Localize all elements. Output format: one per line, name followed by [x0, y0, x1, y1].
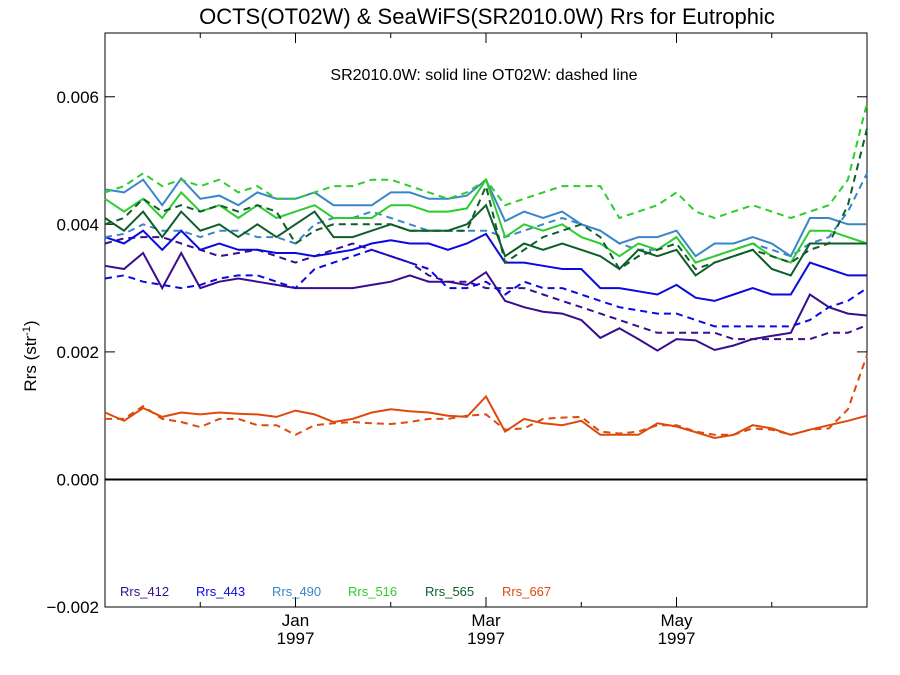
series-line-dashed-rrs-516	[104, 102, 868, 220]
legend-item-rrs-516: Rrs_516	[348, 584, 397, 599]
x-tick-label-year: 1997	[658, 629, 696, 648]
y-tick-label: 0.004	[56, 215, 99, 234]
series-line-solid-rrs-667	[104, 394, 868, 440]
y-tick-label: 0.006	[56, 88, 99, 107]
series-line-solid-rrs-565	[104, 203, 867, 277]
x-tick-label-year: 1997	[467, 629, 505, 648]
legend-item-rrs-667: Rrs_667	[502, 584, 551, 599]
series-line-dashed-rrs-667	[105, 354, 868, 436]
series-line-solid-rrs-516	[104, 177, 868, 264]
y-axis-label-suffix: )	[21, 320, 40, 326]
plot-area: −0.0020.0000.0020.0040.006Jan1997Mar1997…	[47, 32, 868, 648]
chart-title: OCTS(OT02W) & SeaWiFS(SR2010.0W) Rrs for…	[199, 4, 775, 29]
legend-item-rrs-565: Rrs_565	[425, 584, 474, 599]
plot-frame	[104, 32, 868, 608]
y-axis-label-text: Rrs (str	[21, 336, 40, 392]
y-tick-label: 0.002	[56, 343, 99, 362]
y-tick-label: −0.002	[47, 598, 99, 617]
legend: Rrs_412 Rrs_443 Rrs_490 Rrs_516 Rrs_565 Rrs_6…	[120, 584, 551, 599]
series-line-dashed-rrs-565	[104, 128, 868, 271]
series-line-solid-rrs-412	[104, 250, 868, 352]
x-tick-label-month: May	[660, 611, 693, 630]
series-line-dashed-rrs-412	[104, 236, 868, 341]
y-tick-label: 0.000	[56, 470, 99, 489]
x-tick-label-month: Jan	[282, 611, 309, 630]
line-style-note: SR2010.0W: solid line OT02W: dashed line	[330, 67, 637, 84]
legend-item-rrs-490: Rrs_490	[272, 584, 321, 599]
y-axis-label-superscript: -1	[21, 326, 33, 336]
legend-item-rrs-443: Rrs_443	[196, 584, 245, 599]
legend-item-rrs-412: Rrs_412	[120, 584, 169, 599]
x-tick-label-month: Mar	[471, 611, 501, 630]
series-line-dashed-rrs-443	[104, 248, 868, 328]
y-axis-label: Rrs (str-1)	[21, 320, 40, 391]
series-line-solid-rrs-443	[104, 229, 867, 302]
x-tick-label-year: 1997	[277, 629, 315, 648]
